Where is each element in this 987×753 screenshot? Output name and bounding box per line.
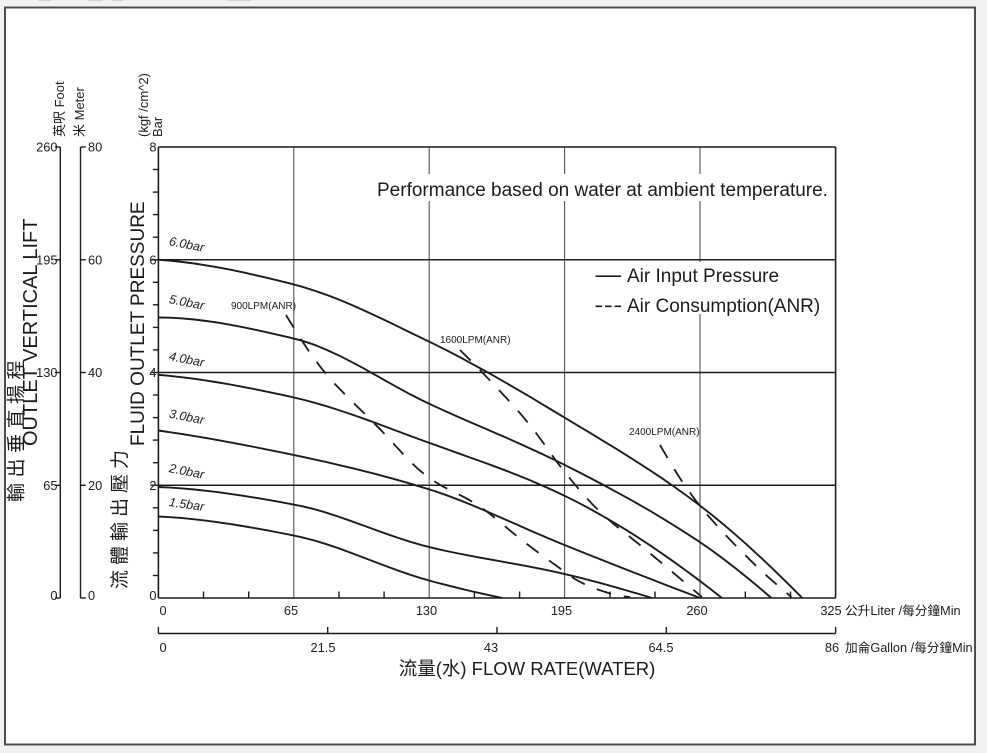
svg-text:0: 0 xyxy=(88,588,95,603)
svg-text:Air Consumption(ANR): Air Consumption(ANR) xyxy=(627,296,820,317)
svg-text:OUTLET VERTICAL LIFT: OUTLET VERTICAL LIFT xyxy=(20,219,42,446)
svg-text:900LPM(ANR): 900LPM(ANR) xyxy=(231,301,296,312)
svg-text:64.5: 64.5 xyxy=(649,640,674,655)
svg-text:Bar: Bar xyxy=(150,116,165,137)
svg-text:FLUID OUTLET PRESSURE: FLUID OUTLET PRESSURE xyxy=(128,201,149,446)
svg-text:130: 130 xyxy=(36,365,57,380)
svg-text:6: 6 xyxy=(149,252,156,267)
svg-text:195: 195 xyxy=(551,603,572,618)
svg-text:3.0bar: 3.0bar xyxy=(168,407,206,428)
svg-text:Performance based on water at: Performance based on water at ambient te… xyxy=(377,180,828,201)
svg-text:65: 65 xyxy=(43,478,57,493)
svg-text:21.5: 21.5 xyxy=(311,640,336,655)
svg-text:86: 86 xyxy=(825,640,839,655)
svg-text:325: 325 xyxy=(820,603,841,618)
svg-text:2400LPM(ANR): 2400LPM(ANR) xyxy=(629,427,700,438)
svg-text:6.0bar: 6.0bar xyxy=(168,234,206,255)
svg-text:1600LPM(ANR): 1600LPM(ANR) xyxy=(440,335,511,346)
svg-text:輸出垂直揚程: 輸出垂直揚程 xyxy=(6,355,28,502)
svg-text:1.5bar: 1.5bar xyxy=(168,495,206,514)
svg-text:0: 0 xyxy=(159,603,166,618)
svg-text:20: 20 xyxy=(88,478,102,493)
svg-text:4.0bar: 4.0bar xyxy=(168,349,206,370)
svg-text:(kgf /cm^2): (kgf /cm^2) xyxy=(136,73,151,137)
svg-text:260: 260 xyxy=(36,140,57,155)
svg-text:260: 260 xyxy=(686,603,707,618)
svg-text:195: 195 xyxy=(36,252,57,267)
svg-text:60: 60 xyxy=(88,252,102,267)
svg-text:40: 40 xyxy=(88,365,102,380)
svg-text:流量(水) FLOW RATE(WATER): 流量(水) FLOW RATE(WATER) xyxy=(399,658,656,679)
svg-text:130: 130 xyxy=(416,603,437,618)
svg-text:8: 8 xyxy=(149,140,156,155)
svg-text:80: 80 xyxy=(88,140,102,155)
svg-text:2: 2 xyxy=(149,478,156,493)
svg-text:4: 4 xyxy=(149,365,156,380)
svg-text:米 Meter: 米 Meter xyxy=(72,86,87,137)
svg-text:43: 43 xyxy=(484,640,498,655)
svg-text:5.0bar: 5.0bar xyxy=(168,292,206,313)
svg-text:流體輸出壓力: 流體輸出壓力 xyxy=(109,445,131,589)
svg-text:加侖Gallon /每分鐘Min: 加侖Gallon /每分鐘Min xyxy=(845,640,973,655)
svg-text:公升Liter /每分鐘Min: 公升Liter /每分鐘Min xyxy=(845,603,961,618)
svg-text:0: 0 xyxy=(149,588,156,603)
svg-text:0: 0 xyxy=(159,640,166,655)
svg-text:2.0bar: 2.0bar xyxy=(167,461,206,482)
svg-text:Air Input Pressure: Air Input Pressure xyxy=(627,266,779,287)
svg-text:英呎 Foot: 英呎 Foot xyxy=(52,81,67,137)
svg-text:0: 0 xyxy=(50,588,57,603)
svg-text:65: 65 xyxy=(284,603,298,618)
